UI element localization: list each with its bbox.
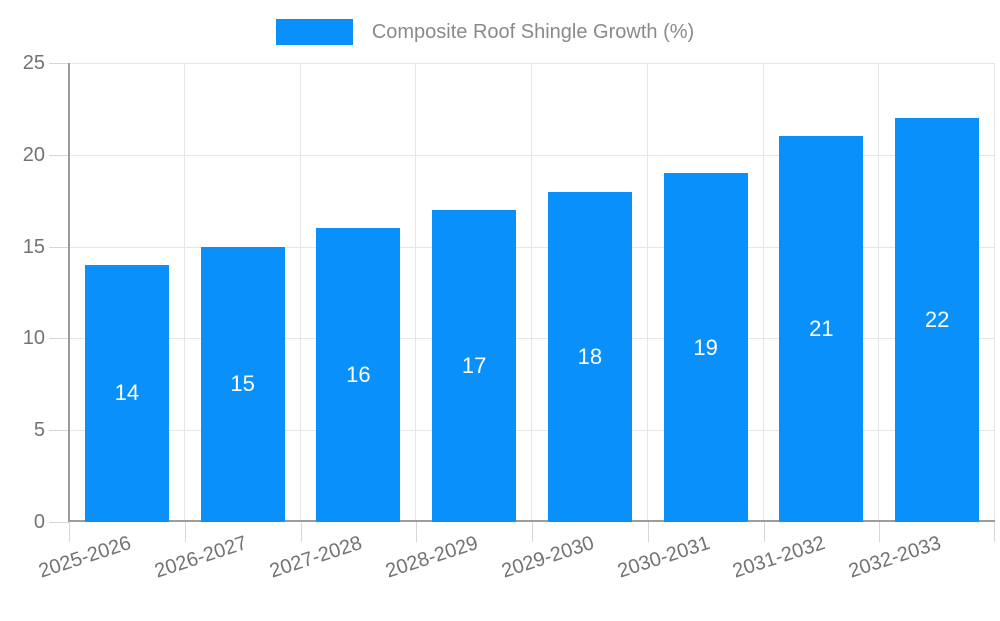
y-axis-label: 0 [33, 511, 45, 533]
bar-value-label: 19 [693, 334, 718, 360]
bar-value-label: 14 [114, 380, 140, 406]
legend-item[interactable]: Composite Roof Shingle Growth (%) [275, 19, 695, 45]
x-axis-tick [879, 522, 881, 542]
x-axis-tick [763, 522, 765, 542]
x-axis-tick [300, 522, 302, 542]
x-axis-tick [69, 522, 70, 542]
bar: 21 [779, 136, 864, 522]
gridline-vertical [878, 63, 880, 522]
y-axis-line [68, 63, 70, 522]
bar-value-label: 21 [809, 316, 834, 342]
legend-label: Composite Roof Shingle Growth (%) [371, 21, 695, 43]
legend: Composite Roof Shingle Growth (%) [0, 19, 985, 45]
bar-chart: Composite Roof Shingle Growth (%) 0 5 10 15… [0, 19, 995, 583]
y-axis-tick [49, 338, 69, 340]
y-axis-tick-labels: 0 5 10 15 20 25 [0, 53, 45, 532]
x-axis-label: 2028-2029 [383, 532, 481, 583]
x-axis-tick [184, 522, 186, 542]
gridline-horizontal [69, 246, 995, 248]
gridline-vertical [994, 63, 995, 522]
y-axis-tick [49, 430, 69, 432]
gridline-horizontal [69, 430, 995, 432]
y-axis-label: 20 [22, 143, 45, 166]
x-axis-tick [532, 522, 533, 542]
x-axis-label: 2030-2031 [614, 532, 713, 583]
gridline-vertical [299, 63, 301, 522]
y-axis-label: 25 [22, 52, 45, 74]
gridline-vertical [762, 63, 764, 522]
bar: 14 [84, 264, 169, 522]
x-axis-tick [994, 522, 995, 542]
bar: 22 [895, 118, 980, 522]
y-axis-label: 10 [22, 327, 45, 350]
bar: 17 [432, 209, 517, 522]
bar-value-label: 18 [577, 343, 603, 369]
y-axis-tick [49, 246, 69, 248]
gridline-vertical [646, 63, 648, 522]
gridline-horizontal [69, 338, 995, 340]
gridline-vertical [531, 63, 532, 522]
x-axis-label: 2029-2030 [498, 532, 597, 583]
gridline-vertical [415, 63, 417, 522]
y-axis-label: 5 [33, 419, 45, 442]
bar-value-label: 22 [924, 307, 950, 333]
x-axis-label: 2026-2027 [151, 532, 250, 583]
y-axis-tick [49, 154, 69, 156]
x-axis-label: 2031-2032 [730, 532, 829, 583]
bar: 19 [663, 173, 748, 522]
bar: 16 [316, 228, 401, 522]
x-axis-line [69, 520, 995, 522]
bar: 18 [547, 191, 632, 522]
y-axis-tick [49, 522, 69, 523]
x-axis-label: 2032-2033 [846, 532, 944, 583]
x-axis-tick [416, 522, 418, 542]
bar-value-label: 16 [346, 362, 371, 388]
bar-value-label: 15 [230, 371, 255, 397]
legend-color-swatch [275, 19, 353, 45]
y-axis-tick [49, 63, 69, 64]
x-axis-label: 2027-2028 [267, 532, 366, 583]
plot-area: 14 15 16 17 18 19 21 22 [49, 63, 995, 542]
gridline-horizontal [69, 154, 995, 156]
bar-value-label: 17 [461, 352, 487, 378]
bar: 15 [200, 246, 285, 522]
x-axis-tick [647, 522, 649, 542]
gridline-horizontal [69, 63, 995, 64]
y-axis-label: 15 [22, 235, 45, 258]
gridline-vertical [183, 63, 185, 522]
